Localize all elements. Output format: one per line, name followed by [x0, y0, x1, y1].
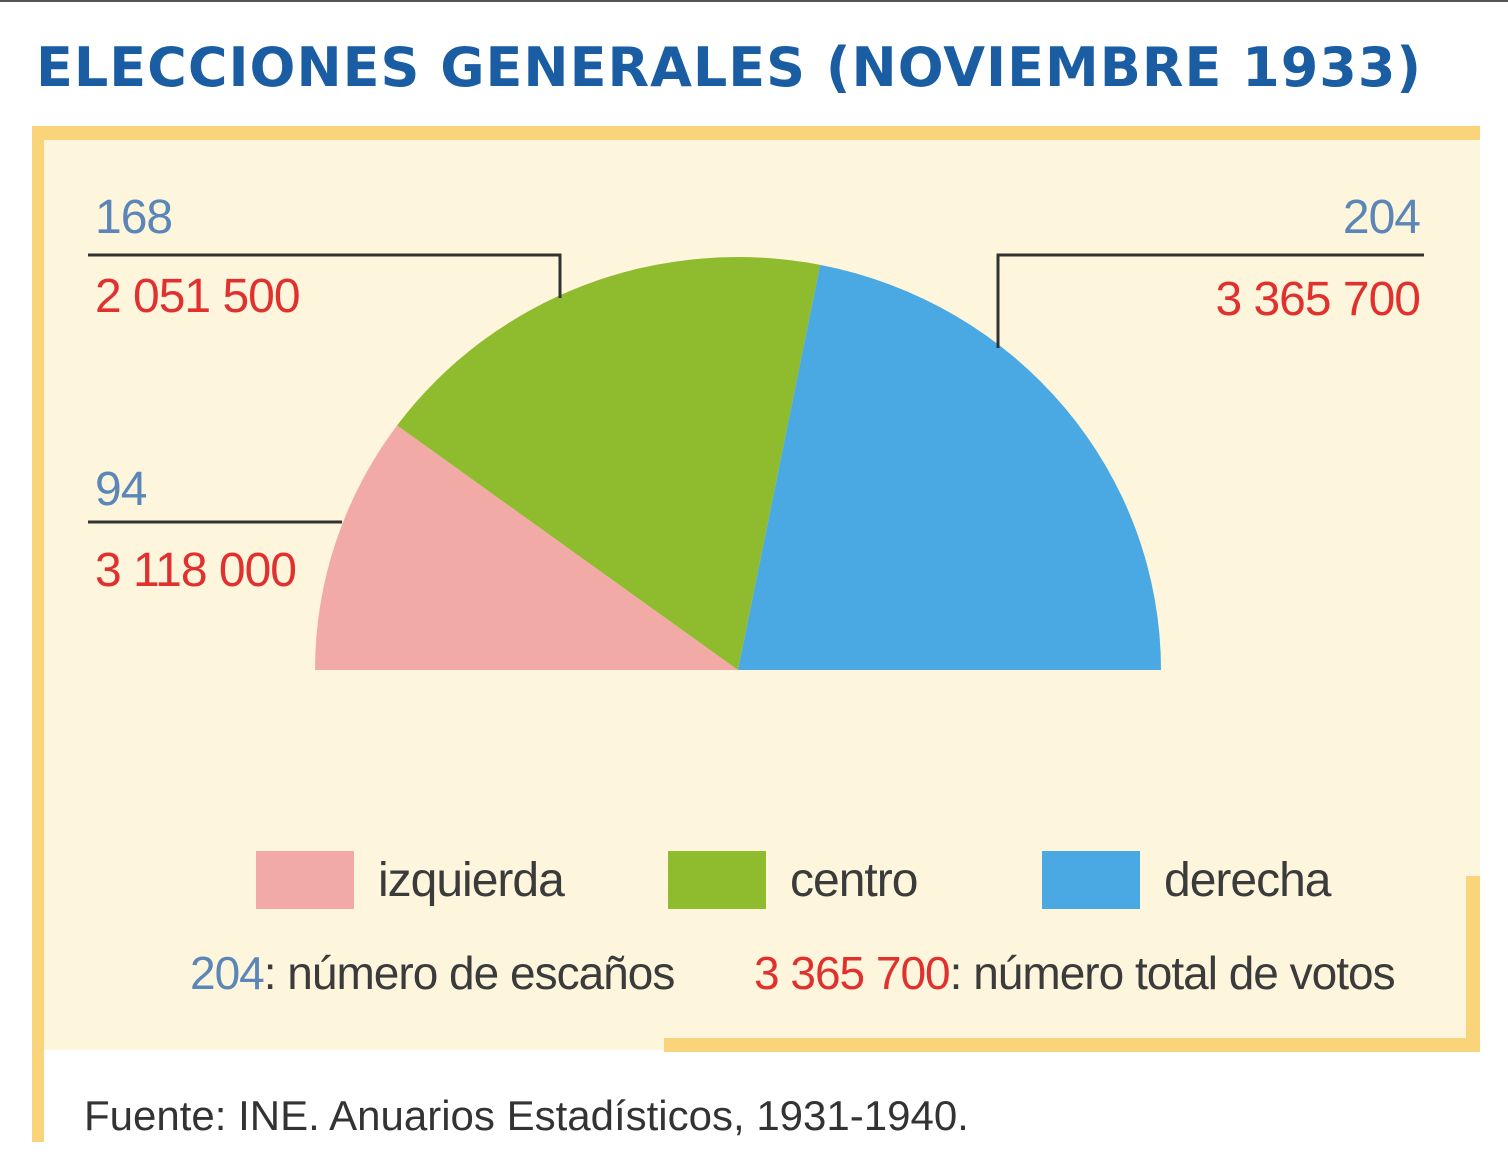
- legend-label-derecha: derecha: [1164, 853, 1331, 907]
- source-note: Fuente: INE. Anuarios Estadísticos, 1931…: [84, 1092, 969, 1139]
- key-votes-example: 3 365 700: [754, 947, 951, 999]
- key-seats-text: : número de escaños: [263, 947, 676, 999]
- seats-label-centro: 168: [95, 191, 172, 244]
- legend-item-derecha: derecha: [1042, 850, 1331, 910]
- key-seats-example: 204: [190, 947, 265, 999]
- legend-label-izquierda: izquierda: [378, 853, 565, 907]
- seats-label-derecha: 204: [1343, 191, 1420, 244]
- legend-label-centro: centro: [790, 853, 918, 907]
- votes-label-derecha: 3 365 700: [1215, 273, 1420, 326]
- slice-centro: [397, 257, 821, 670]
- leader-line-derecha: [996, 253, 1424, 348]
- key-votes: 3 365 700: número total de votos: [754, 946, 1396, 1000]
- seats-label-izquierda: 94: [95, 463, 147, 516]
- legend-swatch-centro: [668, 851, 766, 909]
- slice-derecha: [738, 264, 1161, 670]
- slice-izquierda: [314, 425, 738, 670]
- key-seats: 204: número de escaños: [190, 946, 676, 1000]
- frame-left: [32, 126, 44, 1142]
- frame-right: [1466, 876, 1480, 1052]
- legend: izquierda centro derecha: [0, 850, 1508, 910]
- frame-top: [32, 126, 1480, 140]
- frame-bottom: [664, 1038, 1480, 1052]
- top-rule: [0, 0, 1508, 2]
- votes-label-izquierda: 3 118 000: [95, 544, 296, 597]
- chart-title: ELECCIONES GENERALES (NOVIEMBRE 1933): [36, 36, 1423, 99]
- label-key: 204: número de escaños 3 365 700: número…: [0, 946, 1508, 1006]
- legend-item-izquierda: izquierda: [256, 850, 565, 910]
- leader-line-centro: [88, 253, 562, 298]
- votes-label-centro: 2 051 500: [95, 270, 300, 323]
- legend-item-centro: centro: [668, 850, 918, 910]
- legend-swatch-izquierda: [256, 851, 354, 909]
- legend-swatch-derecha: [1042, 851, 1140, 909]
- key-votes-text: : número total de votos: [949, 947, 1396, 999]
